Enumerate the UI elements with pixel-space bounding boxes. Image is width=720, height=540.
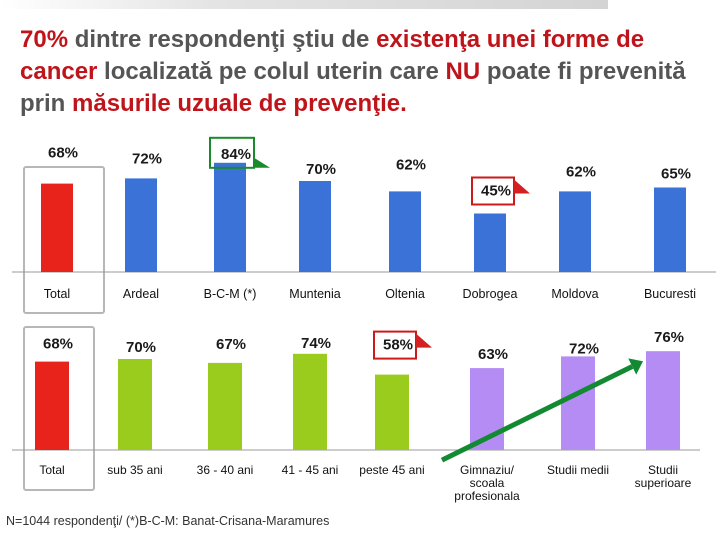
- chart2-category-label-total: Total: [39, 463, 64, 477]
- chart2-value-label-gimnaziu-scoala-profesionala: 63%: [478, 346, 508, 363]
- chart1-bar-moldova: [559, 191, 591, 272]
- chart1-value-label-b-c-m: 84%: [221, 146, 251, 163]
- chart2-value-label-peste-45-ani: 58%: [383, 337, 413, 354]
- chart1-value-label-bucuresti: 65%: [661, 166, 691, 183]
- chart2-bar-total: [35, 361, 69, 450]
- chart2-total-frame: [23, 326, 95, 491]
- chart1-max-highlight-box: [209, 136, 255, 169]
- chart1-value-label-dobrogea: 45%: [481, 183, 511, 200]
- chart1-category-label-bucuresti: Bucuresti: [644, 287, 696, 301]
- headline-highlight-2: NU: [445, 58, 481, 85]
- chart1-bar-dobrogea: [474, 213, 506, 272]
- chart1-value-label-total: 68%: [48, 145, 78, 162]
- chart1-value-label-moldova: 62%: [566, 163, 596, 180]
- chart1-value-label-oltenia: 62%: [396, 156, 426, 173]
- chart2-category-label-41-45-ani: 41 - 45 ani: [282, 463, 339, 477]
- chart1-bar-bucuresti: [654, 187, 686, 272]
- headline-text-3: poate fi prevenită prin: [20, 58, 686, 117]
- headline-highlight-1: existenţa unei forme de cancer: [20, 26, 645, 85]
- headline: 70% dintre respondenţi ştiu de existenţa…: [20, 24, 710, 120]
- chart2-category-label-studii-superioare: Studii superioare: [635, 463, 692, 490]
- chart1-category-label-ardeal: Ardeal: [123, 287, 159, 301]
- chart1-category-label-muntenia: Muntenia: [289, 287, 340, 301]
- chart1-bar-oltenia: [389, 191, 421, 272]
- chart2-category-label-studii-medii: Studii medii: [547, 463, 609, 477]
- chart1-bar-ardeal: [125, 178, 157, 272]
- chart1-category-label-b-c-m: B-C-M (*): [204, 287, 257, 301]
- chart2-bar-peste-45-ani: [375, 374, 409, 450]
- chart1-bar-b-c-m: [214, 162, 246, 272]
- chart1-category-label-dobrogea: Dobrogea: [463, 287, 518, 301]
- headline-percent: 70%: [20, 26, 69, 53]
- chart1-total-frame: [23, 166, 105, 314]
- chart1-bar-total: [41, 183, 73, 272]
- chart2-category-label-sub-35-ani: sub 35 ani: [107, 463, 162, 477]
- chart2-min-down-arrow-icon: [416, 333, 432, 348]
- chart2-value-label-studii-medii: 72%: [569, 340, 599, 357]
- chart2-bar-41-45-ani: [293, 353, 327, 450]
- chart2-bar-studii-medii: [561, 356, 595, 450]
- footnote: N=1044 respondenţi/ (*)B-C-M: Banat-Cris…: [6, 514, 330, 528]
- chart1-value-label-muntenia: 70%: [306, 161, 336, 178]
- chart2-bar-36-40-ani: [208, 362, 242, 450]
- chart1-min-down-arrow-icon: [514, 179, 530, 194]
- chart1: 68% Total 72% Ardeal 84% B-C-M (*) 70% Muntenia…: [41, 136, 696, 301]
- chart2-value-label-sub-35-ani: 70%: [126, 339, 156, 356]
- chart2-trend-arrow-line: [440, 364, 634, 463]
- chart2-value-label-total: 68%: [43, 336, 73, 353]
- chart1-category-label-total: Total: [44, 287, 70, 301]
- chart2-value-label-36-40-ani: 67%: [216, 336, 246, 353]
- chart2-value-label-41-45-ani: 74%: [301, 335, 331, 352]
- chart1-category-label-oltenia: Oltenia: [385, 287, 425, 301]
- chart1-category-label-moldova: Moldova: [551, 287, 598, 301]
- chart1-value-label-ardeal: 72%: [132, 150, 162, 167]
- chart2-trend-arrow-head-icon: [628, 358, 643, 375]
- chart2-bar-studii-superioare: [646, 351, 680, 450]
- chart2-value-label-studii-superioare: 76%: [654, 329, 684, 346]
- chart2-category-label-gimnaziu-scoala-profesionala: Gimnaziu/scoala profesionala: [454, 463, 520, 503]
- chart2-bar-sub-35-ani: [118, 359, 152, 450]
- chart1-bar-muntenia: [299, 181, 331, 272]
- headline-text-2: localizată pe colul uterin care: [97, 58, 446, 85]
- chart2-category-label-peste-45-ani: peste 45 ani: [359, 463, 424, 477]
- chart2-category-label-36-40-ani: 36 - 40 ani: [197, 463, 254, 477]
- headline-highlight-3: măsurile uzuale de prevenţie.: [72, 90, 407, 117]
- chart2: 68% Total 70% sub 35 ani 67% 36 - 40 ani 74% 41…: [35, 329, 692, 503]
- top-decorative-bar: [0, 0, 608, 9]
- headline-text-1: dintre respondenţi ştiu de: [68, 26, 377, 53]
- chart1-max-up-arrow-icon: [254, 157, 270, 168]
